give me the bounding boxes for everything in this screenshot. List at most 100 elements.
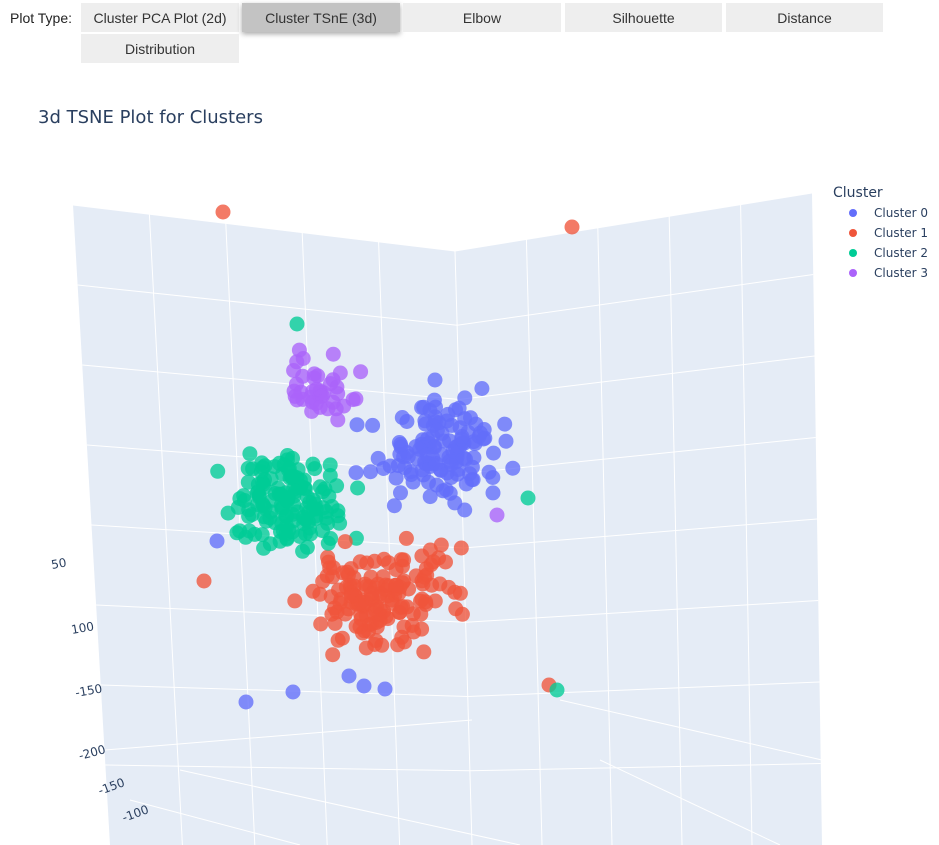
- data-point-cluster-0[interactable]: [427, 372, 443, 388]
- data-point-cluster-3[interactable]: [312, 388, 328, 404]
- data-point-cluster-2[interactable]: [520, 490, 536, 506]
- data-point-cluster-2[interactable]: [247, 526, 263, 542]
- data-point-cluster-2[interactable]: [250, 476, 266, 492]
- data-point-cluster-2[interactable]: [262, 536, 278, 552]
- data-point-cluster-0[interactable]: [365, 417, 381, 433]
- data-point-cluster-0[interactable]: [348, 465, 364, 481]
- data-point-cluster-1[interactable]: [398, 530, 414, 546]
- data-point-cluster-1[interactable]: [416, 644, 432, 660]
- data-point-cluster-1[interactable]: [416, 569, 432, 585]
- data-point-cluster-0[interactable]: [370, 450, 386, 466]
- data-point-cluster-0[interactable]: [416, 399, 432, 415]
- data-point-cluster-0[interactable]: [485, 470, 501, 485]
- data-point-cluster-1[interactable]: [364, 586, 379, 602]
- data-point-cluster-0[interactable]: [388, 470, 404, 486]
- data-point-cluster-0[interactable]: [238, 694, 254, 710]
- data-point-cluster-2[interactable]: [305, 492, 321, 508]
- data-point-cluster-1[interactable]: [376, 551, 392, 567]
- data-point-cluster-0[interactable]: [393, 485, 408, 501]
- data-point-cluster-2[interactable]: [278, 485, 294, 501]
- data-point-cluster-0[interactable]: [427, 409, 443, 425]
- data-point-cluster-2[interactable]: [312, 479, 328, 495]
- data-point-cluster-0[interactable]: [285, 684, 301, 700]
- data-point-cluster-3[interactable]: [312, 399, 328, 415]
- data-point-cluster-3[interactable]: [323, 376, 338, 392]
- data-point-cluster-0[interactable]: [474, 381, 490, 396]
- data-point-cluster-2[interactable]: [237, 493, 252, 508]
- data-point-cluster-1[interactable]: [327, 615, 343, 631]
- data-point-cluster-1[interactable]: [413, 606, 429, 622]
- data-point-cluster-0[interactable]: [422, 489, 438, 505]
- data-point-cluster-3[interactable]: [353, 364, 369, 380]
- data-point-cluster-0[interactable]: [458, 476, 474, 492]
- data-point-cluster-1[interactable]: [454, 606, 470, 622]
- data-point-cluster-2[interactable]: [242, 446, 258, 462]
- data-point-cluster-1[interactable]: [438, 554, 453, 570]
- data-point-cluster-3[interactable]: [295, 368, 311, 384]
- data-point-cluster-0[interactable]: [363, 464, 378, 480]
- data-point-cluster-1[interactable]: [367, 637, 383, 652]
- data-point-cluster-0[interactable]: [429, 477, 445, 493]
- tab-silhouette[interactable]: Silhouette: [565, 3, 722, 32]
- data-point-cluster-0[interactable]: [356, 678, 372, 694]
- data-point-cluster-0[interactable]: [403, 464, 419, 480]
- data-point-cluster-1[interactable]: [305, 583, 321, 599]
- data-point-cluster-0[interactable]: [429, 422, 445, 438]
- data-point-cluster-0[interactable]: [450, 462, 466, 477]
- data-point-cluster-0[interactable]: [386, 498, 402, 514]
- data-point-cluster-3[interactable]: [287, 388, 303, 404]
- data-point-cluster-1[interactable]: [331, 582, 346, 598]
- data-point-cluster-1[interactable]: [196, 573, 212, 589]
- data-point-cluster-2[interactable]: [305, 456, 321, 472]
- data-point-cluster-2[interactable]: [210, 463, 226, 479]
- data-point-cluster-2[interactable]: [258, 513, 274, 529]
- data-point-cluster-0[interactable]: [426, 392, 442, 408]
- legend-item-cluster-0[interactable]: Cluster 0: [849, 206, 928, 220]
- data-point-cluster-1[interactable]: [287, 593, 303, 609]
- tab-distance[interactable]: Distance: [726, 3, 883, 32]
- data-point-cluster-0[interactable]: [341, 668, 357, 684]
- data-point-cluster-1[interactable]: [418, 594, 434, 610]
- data-point-cluster-3[interactable]: [345, 392, 361, 408]
- data-point-cluster-2[interactable]: [549, 682, 565, 698]
- data-point-cluster-1[interactable]: [322, 560, 338, 576]
- data-point-cluster-0[interactable]: [498, 433, 514, 449]
- data-point-cluster-1[interactable]: [359, 555, 375, 571]
- data-point-cluster-2[interactable]: [350, 480, 366, 496]
- tab-elbow[interactable]: Elbow: [403, 3, 561, 32]
- data-point-cluster-1[interactable]: [433, 537, 449, 553]
- tab-distribution[interactable]: Distribution: [81, 34, 239, 63]
- data-point-cluster-1[interactable]: [404, 618, 420, 633]
- data-point-cluster-1[interactable]: [452, 585, 468, 601]
- data-point-cluster-2[interactable]: [295, 543, 311, 559]
- data-point-cluster-1[interactable]: [348, 618, 364, 634]
- data-point-cluster-0[interactable]: [442, 433, 457, 449]
- data-point-cluster-1[interactable]: [353, 594, 369, 610]
- data-point-cluster-1[interactable]: [378, 577, 394, 593]
- data-point-cluster-1[interactable]: [390, 637, 406, 653]
- data-point-cluster-0[interactable]: [456, 450, 472, 466]
- data-point-cluster-1[interactable]: [453, 540, 469, 556]
- data-point-cluster-3[interactable]: [330, 412, 346, 428]
- data-point-cluster-0[interactable]: [349, 417, 365, 433]
- data-point-cluster-0[interactable]: [439, 413, 455, 429]
- data-point-cluster-1[interactable]: [346, 570, 362, 586]
- data-point-cluster-2[interactable]: [322, 457, 338, 473]
- data-point-cluster-2[interactable]: [330, 508, 346, 524]
- data-point-cluster-0[interactable]: [209, 533, 225, 549]
- data-point-cluster-2[interactable]: [289, 316, 305, 332]
- data-point-cluster-2[interactable]: [281, 460, 297, 476]
- data-point-cluster-1[interactable]: [372, 601, 388, 617]
- data-point-cluster-0[interactable]: [393, 436, 409, 452]
- data-point-cluster-1[interactable]: [414, 548, 430, 564]
- data-point-cluster-2[interactable]: [292, 529, 308, 544]
- data-point-cluster-1[interactable]: [325, 647, 341, 663]
- data-point-cluster-2[interactable]: [263, 471, 279, 487]
- data-point-cluster-0[interactable]: [486, 445, 501, 461]
- data-point-cluster-3[interactable]: [325, 346, 341, 362]
- data-point-cluster-0[interactable]: [399, 414, 415, 429]
- data-point-cluster-1[interactable]: [425, 554, 441, 570]
- data-point-cluster-1[interactable]: [313, 616, 329, 632]
- legend-item-cluster-3[interactable]: Cluster 3: [849, 266, 928, 280]
